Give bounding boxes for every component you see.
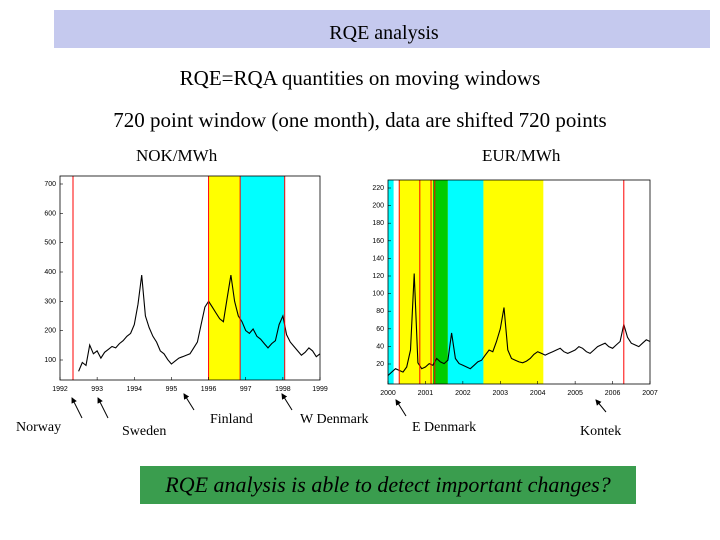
series-line-price [387, 273, 651, 376]
x-tick-label: 993 [91, 386, 103, 393]
x-tick-label: 1994 [126, 386, 142, 393]
x-tick-label: 2007 [642, 390, 658, 397]
band-yellow [399, 180, 433, 384]
right-unit-label: EUR/MWh [482, 146, 561, 165]
chart-eur: 220 200 180 160 140 120 100 80 60 40 20 2000 2001 200… [372, 179, 658, 397]
x-tick-label: 2000 [380, 390, 396, 397]
band-cyan [240, 176, 285, 380]
y-tick-label: 140 [372, 255, 384, 262]
y-tick-label: 200 [372, 203, 384, 210]
x-tick-label: 2004 [530, 390, 546, 397]
y-tick-label: 40 [376, 343, 384, 350]
y-tick-label: 500 [44, 240, 56, 247]
y-tick-label: 600 [44, 210, 56, 217]
y-tick-label: 700 [44, 181, 56, 188]
conclusion-box: RQE analysis is able to detect important… [140, 466, 636, 504]
y-tick-label: 400 [44, 269, 56, 276]
x-tick-label: 1996 [201, 386, 217, 393]
market-arrows [71, 393, 607, 419]
band-cyan [388, 180, 394, 384]
market-arrow [595, 399, 607, 413]
market-arrow [97, 397, 109, 419]
axes-frame [59, 175, 321, 381]
y-tick-label: 80 [376, 308, 384, 315]
market-label-kontek: Kontek [580, 424, 622, 439]
y-tick-label: 120 [372, 273, 384, 280]
x-tick-label: 1992 [52, 386, 68, 393]
band-green [432, 180, 448, 384]
market-arrow [395, 399, 407, 417]
x-tick-label: 995 [166, 386, 178, 393]
x-tick-label: 997 [240, 386, 252, 393]
y-tick-label: 180 [372, 220, 384, 227]
x-tick-label: 2003 [492, 390, 508, 397]
title-bar [54, 10, 710, 48]
market-label-e-denmark: E Denmark [412, 420, 477, 435]
axes-frame [387, 179, 651, 385]
y-tick-label: 20 [376, 361, 384, 368]
band-cyan [447, 180, 484, 384]
x-tick-label: 1999 [312, 386, 328, 393]
market-label-finland: Finland [210, 412, 253, 427]
subtitle-line-1: RQE=RQA quantities on moving windows [179, 66, 541, 90]
market-arrow [71, 397, 83, 419]
page-title: RQE analysis [329, 22, 439, 44]
y-tick-label: 60 [376, 326, 384, 333]
y-tick-label: 200 [44, 328, 56, 335]
market-label-w-denmark: W Denmark [300, 412, 369, 427]
y-tick-label: 160 [372, 238, 384, 245]
x-tick-label: 2001 [418, 390, 434, 397]
y-tick-label: 100 [372, 291, 384, 298]
market-label-sweden: Sweden [122, 424, 167, 439]
y-tick-label: 100 [44, 357, 56, 364]
market-label-norway: Norway [16, 420, 62, 435]
left-unit-label: NOK/MWh [136, 146, 218, 165]
y-tick-label: 300 [44, 298, 56, 305]
market-arrow [281, 393, 293, 411]
series-line-price [78, 275, 321, 372]
band-yellow [208, 176, 241, 380]
x-tick-label: 2006 [605, 390, 621, 397]
y-tick-label: 220 [372, 185, 384, 192]
chart-nok: 700 600 500 400 300 200 100 1992 993 1994 995 1996 9… [44, 175, 328, 393]
x-tick-label: 1998 [275, 386, 291, 393]
market-arrow [183, 393, 195, 411]
x-tick-label: 2002 [455, 390, 471, 397]
subtitle-line-2: 720 point window (one month), data are s… [113, 108, 607, 132]
x-tick-label: 2005 [567, 390, 583, 397]
